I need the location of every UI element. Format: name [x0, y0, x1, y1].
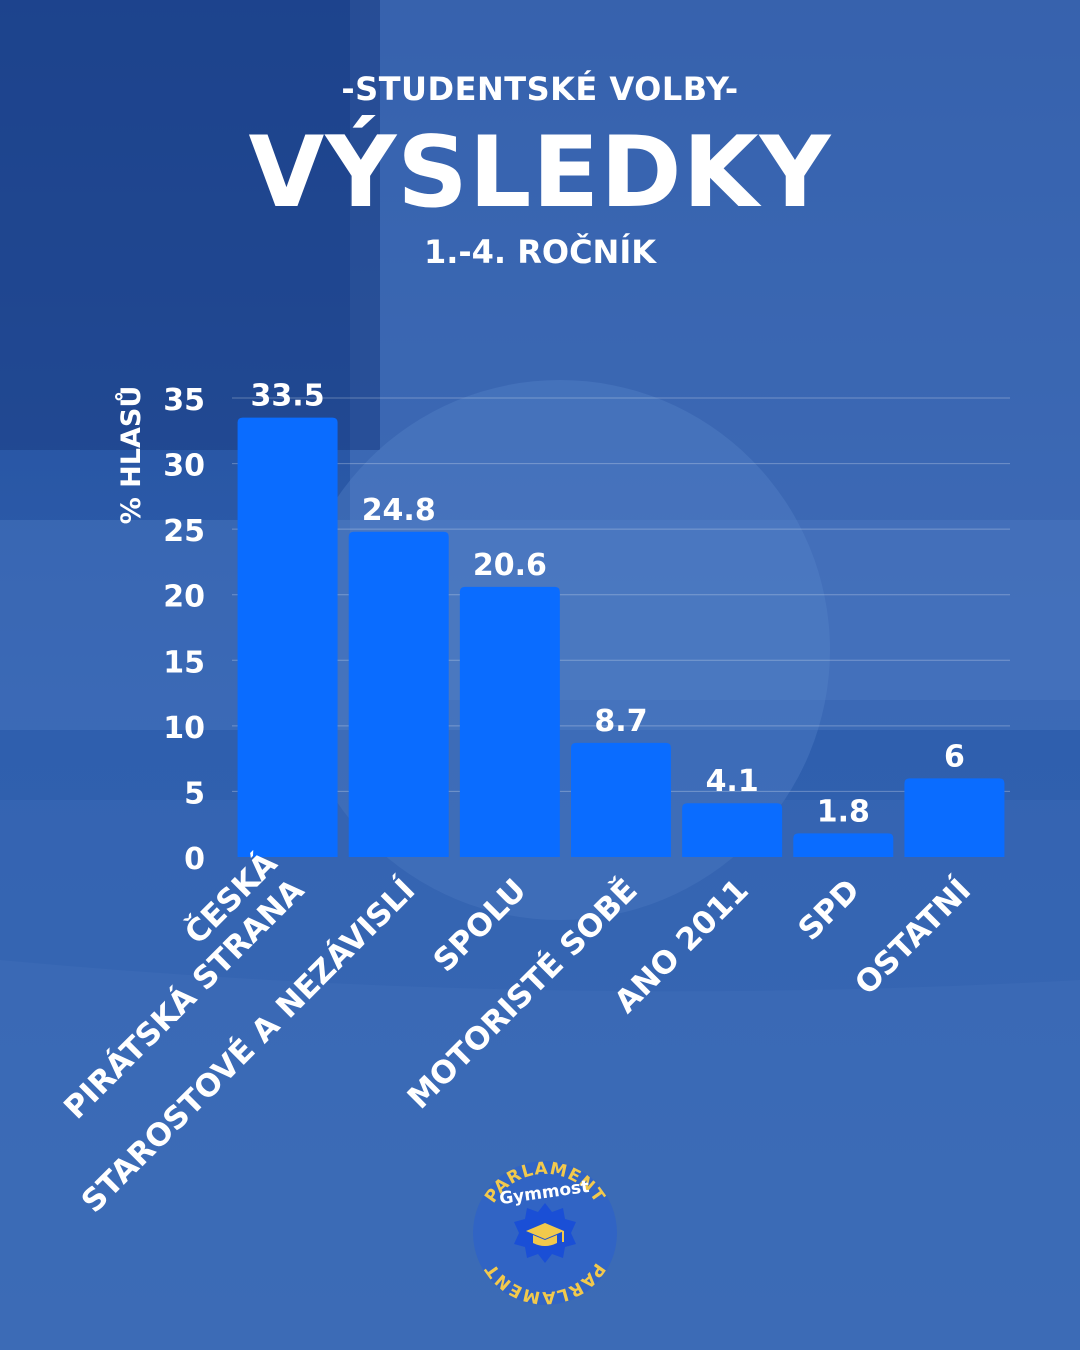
bar: [682, 803, 783, 857]
data-label: 8.7: [594, 704, 647, 739]
y-tick-label: 10: [163, 711, 205, 746]
chart-bars: [237, 417, 1005, 857]
x-tick-label: ČESKÁPIRÁTSKÁ STRANA: [30, 845, 312, 1127]
y-tick-label: 15: [163, 645, 205, 680]
x-tick-label: OSTATNÍ: [848, 872, 978, 1002]
data-label: 20.6: [473, 548, 547, 583]
bar: [793, 833, 894, 857]
x-tick-label-line: SPD: [791, 872, 867, 948]
data-label: 4.1: [706, 764, 759, 799]
page-title: VÝSLEDKY: [248, 116, 832, 230]
graduation-cap-icon: [526, 1223, 564, 1246]
data-label: 1.8: [817, 794, 870, 829]
y-axis-ticks: 0 5 10 15 20 25 30 35: [163, 383, 205, 877]
bar: [237, 417, 338, 857]
x-tick-label-line: OSTATNÍ: [848, 872, 978, 1002]
y-tick-label: 20: [163, 580, 205, 615]
x-tick-label-line: SPOLU: [427, 872, 534, 979]
y-tick-label: 35: [163, 383, 205, 418]
x-tick-label: SPOLU: [427, 872, 534, 979]
value-labels: 33.5 24.8 20.6 8.7 4.1 1.8 6: [251, 379, 965, 830]
bar: [459, 586, 560, 857]
y-tick-label: 30: [163, 449, 205, 484]
page-subtitle: 1.-4. ROČNÍK: [423, 233, 657, 271]
y-tick-label: 0: [184, 842, 205, 877]
bar: [571, 742, 671, 857]
y-tick-label: 25: [163, 514, 205, 549]
kicker-text: -STUDENTSKÉ VOLBY-: [341, 70, 739, 108]
bar: [904, 778, 1005, 857]
data-label: 6: [944, 739, 965, 774]
data-label: 24.8: [362, 493, 436, 528]
y-axis-label: % HLASŮ: [114, 386, 147, 525]
y-tick-label: 5: [184, 776, 205, 811]
x-tick-label: SPD: [791, 872, 867, 948]
data-label: 33.5: [251, 379, 325, 414]
bar: [348, 531, 449, 857]
parlament-gymmost-logo: PARLAMENT PARLAMENT Gymmost: [473, 1160, 617, 1306]
